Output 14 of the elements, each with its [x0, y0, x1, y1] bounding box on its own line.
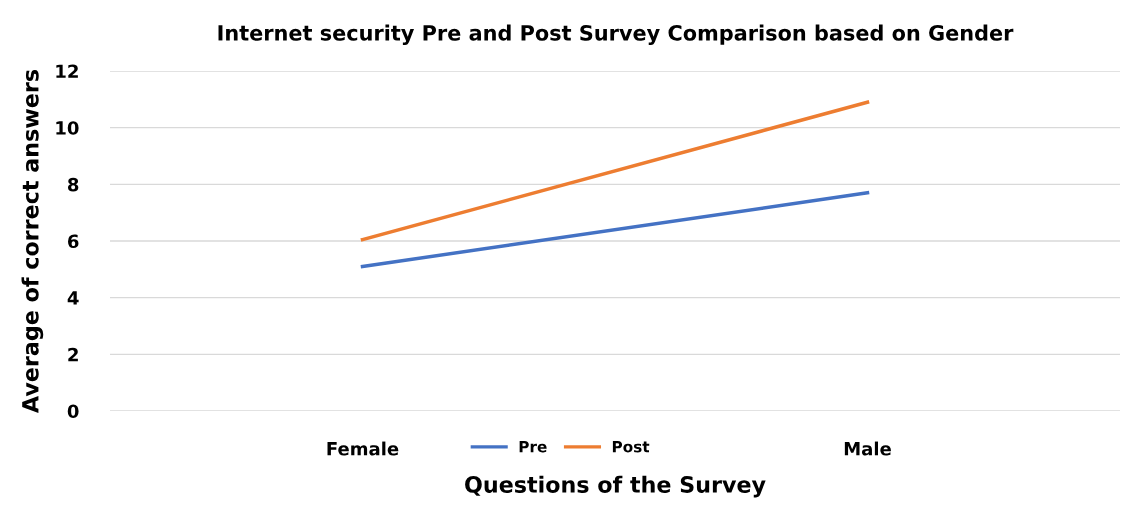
y-tick-label: 8 [67, 177, 79, 192]
y-tick-label: 6 [68, 234, 79, 249]
chart-title: Internet security Pre and Post Survey Comparison based on Gender [218, 24, 1014, 45]
y-tick-label: 4 [67, 291, 79, 305]
x-tick-label: Male [844, 441, 891, 456]
y-axis-title: Average of correct answers [21, 70, 44, 413]
y-tick-label: 12 [56, 64, 78, 78]
y-tick-label: 0 [67, 404, 79, 419]
legend-label: Post [612, 441, 650, 453]
x-tick-label: Female [327, 441, 399, 456]
x-axis-title: Questions of the Survey [465, 475, 766, 498]
legend-label: Pre [519, 441, 547, 453]
y-tick-label: 2 [68, 347, 78, 362]
y-tick-label: 10 [56, 121, 79, 135]
